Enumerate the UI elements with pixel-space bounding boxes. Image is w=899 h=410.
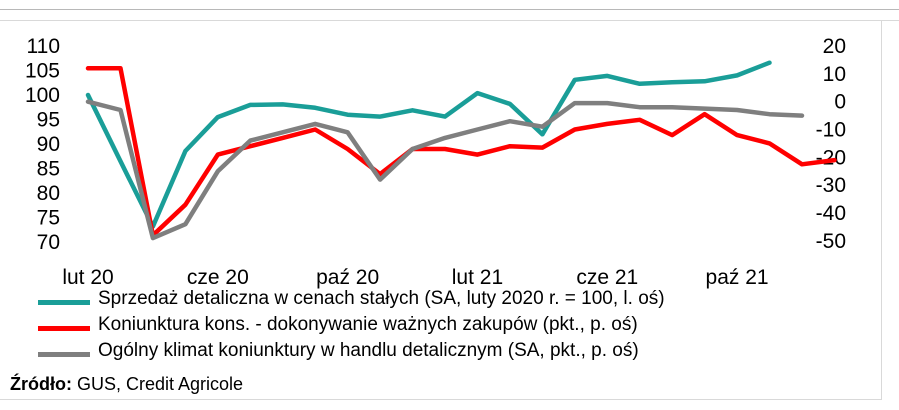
- left-tick-label: 85: [37, 158, 60, 181]
- left-tick-label: 105: [25, 60, 60, 83]
- right-axis-ticks: 20 10 0 -10 -20 -30 -40 -50: [816, 35, 846, 253]
- x-tick-label: paź 21: [706, 266, 769, 289]
- frame-right-border: [881, 20, 882, 400]
- legend-swatch-consumer-sentiment: [38, 326, 90, 331]
- source-label: Źródło:: [10, 374, 72, 394]
- legend-swatch-retail-sales: [38, 300, 90, 305]
- series-line: [85, 66, 837, 238]
- series-line: [85, 99, 805, 241]
- right-tick-label: -40: [816, 202, 846, 225]
- legend-label-consumer-sentiment: Koniunktura kons. - dokonywanie ważnych …: [98, 314, 638, 335]
- series-lines: [85, 60, 837, 241]
- legend-label-retail-sales: Sprzedaż detaliczna w cenach stałych (SA…: [98, 288, 665, 309]
- right-tick-label: -30: [816, 174, 846, 197]
- series-line: [85, 60, 772, 229]
- right-tick-label: -20: [816, 146, 846, 169]
- legend-label-retail-climate: Ogólny klimat koniunktury w handlu detal…: [98, 340, 639, 361]
- source-note: Źródło: GUS, Credit Agricole: [10, 374, 243, 395]
- right-tick-label: 20: [823, 35, 846, 58]
- x-tick-label: lut 21: [452, 266, 503, 289]
- left-tick-label: 110: [27, 35, 60, 58]
- left-tick-label: 100: [25, 84, 60, 107]
- right-tick-label: 0: [834, 91, 846, 114]
- left-tick-label: 70: [37, 231, 60, 254]
- right-tick-label: -50: [816, 230, 846, 253]
- frame-bottom-border: [0, 399, 881, 400]
- x-tick-label: cze 21: [576, 266, 638, 289]
- left-tick-label: 75: [37, 207, 60, 230]
- x-tick-label: cze 20: [187, 266, 249, 289]
- right-tick-label: 10: [823, 63, 846, 86]
- left-tick-label: 95: [37, 109, 60, 132]
- left-tick-label: 90: [37, 133, 60, 156]
- legend-swatch-retail-climate: [38, 352, 90, 357]
- left-tick-label: 80: [37, 182, 60, 205]
- source-text: GUS, Credit Agricole: [71, 374, 244, 394]
- x-axis-ticks: lut 20 cze 20 paź 20 lut 21 cze 21 paź 21: [62, 266, 768, 289]
- x-tick-label: paź 20: [316, 266, 379, 289]
- x-tick-label: lut 20: [62, 266, 113, 289]
- frame-top-border: [0, 20, 899, 21]
- frame-top-line: [0, 9, 899, 10]
- right-tick-label: -10: [816, 119, 846, 142]
